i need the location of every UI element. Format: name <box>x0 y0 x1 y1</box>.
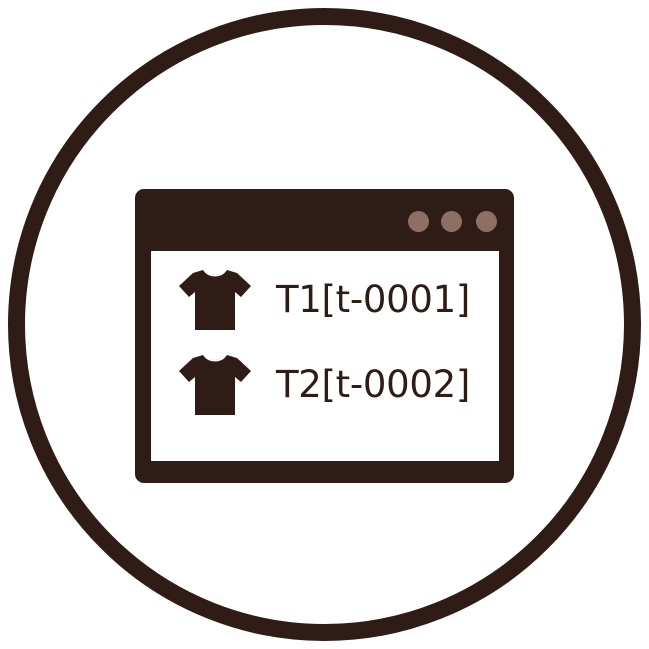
item-label: T2[t-0002] <box>276 363 471 406</box>
window-titlebar <box>135 189 514 251</box>
browser-window: T1[t-0001] T2[t-0002] <box>135 189 514 483</box>
tshirt-icon <box>179 355 251 415</box>
list-item: T1[t-0001] <box>151 267 499 337</box>
tshirt-icon <box>179 270 251 330</box>
window-control-dot <box>408 211 429 232</box>
item-label: T1[t-0001] <box>276 278 471 321</box>
window-control-dot <box>476 211 497 232</box>
window-control-dot <box>441 211 462 232</box>
window-content: T1[t-0001] T2[t-0002] <box>151 251 499 461</box>
list-item: T2[t-0002] <box>151 352 499 422</box>
